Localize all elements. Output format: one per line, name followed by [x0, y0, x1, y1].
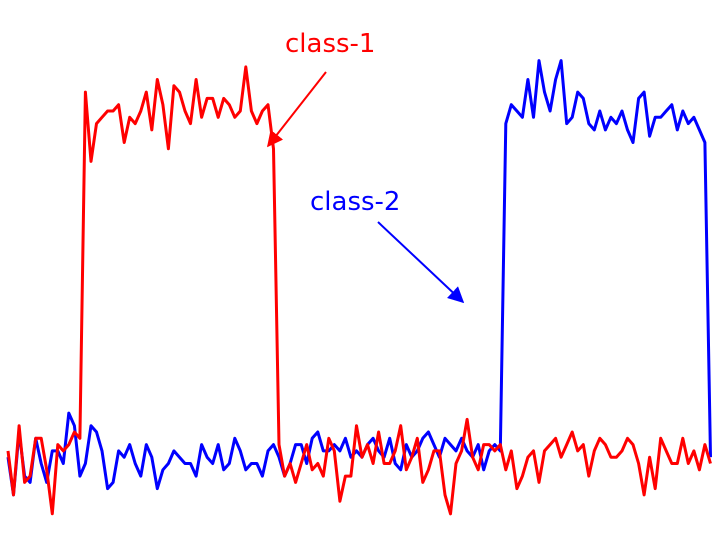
annotation-class-1-arrow — [267, 71, 327, 148]
series-line-class-2 — [6, 59, 712, 497]
series-line-class-1 — [6, 65, 712, 516]
annotation-class-2-arrow — [377, 221, 465, 304]
annotation-class-2-label: class-2 — [310, 187, 400, 217]
annotation-class-1-label: class-1 — [285, 29, 375, 59]
series-layer — [6, 59, 712, 516]
